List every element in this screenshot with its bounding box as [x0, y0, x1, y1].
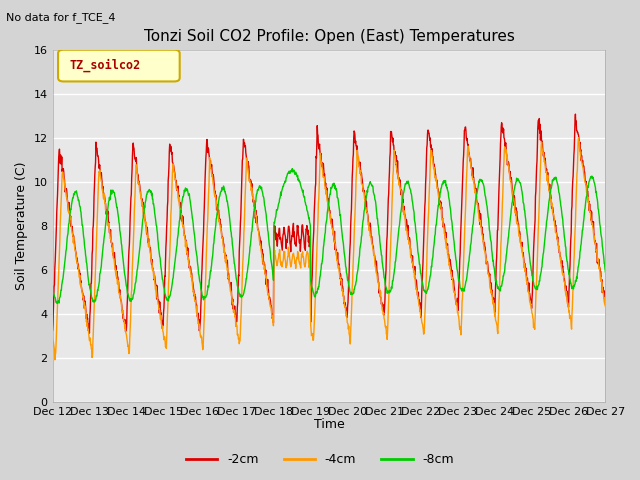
Text: No data for f_TCE_4: No data for f_TCE_4 [6, 12, 116, 23]
Y-axis label: Soil Temperature (C): Soil Temperature (C) [15, 162, 28, 290]
FancyBboxPatch shape [58, 50, 180, 82]
Title: Tonzi Soil CO2 Profile: Open (East) Temperatures: Tonzi Soil CO2 Profile: Open (East) Temp… [143, 29, 515, 44]
Text: TZ_soilco2: TZ_soilco2 [69, 59, 140, 72]
Legend: -2cm, -4cm, -8cm: -2cm, -4cm, -8cm [181, 448, 459, 471]
X-axis label: Time: Time [314, 419, 344, 432]
